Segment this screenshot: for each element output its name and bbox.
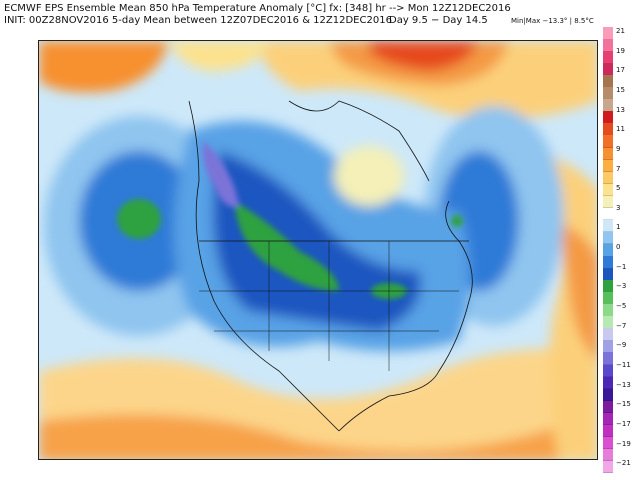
scale-label: 15 (616, 85, 625, 94)
scale-label: −1 (616, 262, 627, 271)
scale-swatch (603, 268, 613, 281)
scale-label: 11 (616, 125, 625, 134)
scale-label: 19 (616, 46, 625, 55)
scale-swatch (603, 135, 613, 149)
scale-swatch (603, 436, 613, 450)
scale-swatch (603, 316, 613, 329)
scale-swatch (603, 195, 613, 209)
scale-label: 1 (616, 223, 621, 232)
scale-swatch (603, 460, 613, 474)
scale-label: −19 (616, 439, 631, 448)
scale-swatch (603, 231, 613, 245)
scale-swatch (603, 340, 613, 353)
rockies-purple (202, 141, 239, 207)
scale-label: −21 (616, 459, 631, 468)
scale-swatch (603, 376, 613, 390)
scale-swatch (603, 448, 613, 462)
warm-north (169, 41, 269, 71)
warm-east-core (559, 221, 597, 360)
scale-label: 7 (616, 164, 621, 173)
color-scale: 21 19 17 15 13 11 9 7 5 3 1 0 −1 −3 −5 −7 −9 −11 −13 −15 −17… (603, 27, 637, 474)
state-lines-2 (199, 290, 459, 332)
scale-swatch (603, 27, 613, 40)
scale-label: −9 (616, 341, 627, 350)
scale-swatch (603, 352, 613, 365)
scale-swatch (603, 63, 613, 76)
scale-label: 17 (616, 66, 625, 75)
scale-swatch (603, 207, 613, 221)
scale-swatch (603, 256, 613, 269)
scale-swatch (603, 412, 613, 426)
day-range: Day 9.5 − Day 14.5 (389, 15, 488, 26)
scale-swatch (603, 75, 613, 88)
arctic-coast (288, 100, 430, 182)
warm-far-south (39, 411, 597, 459)
scale-swatch (603, 280, 613, 293)
scale-label: −5 (616, 302, 627, 311)
hudson-bay-warm (334, 146, 404, 206)
scale-label: 9 (616, 144, 621, 153)
scale-label: −3 (616, 282, 627, 291)
scale-swatch (603, 219, 613, 233)
scale-swatch (603, 400, 613, 414)
warm-greenland (369, 41, 479, 71)
header-line-1: ECMWF EPS Ensemble Mean 850 hPa Temperat… (4, 3, 511, 14)
west-coast (188, 100, 340, 432)
min-max-label: Min|Max −13.3° | 8.5°C (511, 17, 594, 25)
scale-label: −15 (616, 400, 631, 409)
scale-swatch (603, 111, 613, 124)
coastlines (188, 100, 473, 432)
scale-swatch (603, 123, 613, 136)
scale-swatch (603, 292, 613, 305)
anomaly-map (38, 40, 598, 460)
scale-swatch (603, 183, 613, 197)
scale-label: 3 (616, 203, 621, 212)
scale-swatch (603, 171, 613, 185)
scale-swatch (603, 243, 613, 257)
scale-swatch (603, 99, 613, 112)
scale-swatch (603, 364, 613, 378)
east-coast (338, 200, 473, 432)
scale-swatch (603, 87, 613, 100)
scale-label: 21 (616, 27, 625, 35)
scale-swatch (603, 424, 613, 438)
scale-label: 5 (616, 184, 621, 193)
scale-swatch (603, 147, 613, 161)
scale-label: 13 (616, 105, 625, 114)
scale-swatch (603, 159, 613, 173)
anomaly-map-svg (39, 41, 597, 459)
pacific-core-green (117, 199, 161, 239)
scale-swatch (603, 388, 613, 402)
scale-label: −17 (616, 419, 631, 428)
warm-east (509, 141, 597, 459)
scale-label: −13 (616, 380, 631, 389)
scale-swatch (603, 39, 613, 52)
atlantic-core-green (451, 215, 463, 227)
scale-label: −11 (616, 361, 631, 369)
state-lines (268, 241, 390, 371)
scale-swatch (603, 304, 613, 317)
scale-label: −7 (616, 321, 627, 330)
warm-nw (39, 41, 169, 93)
scale-swatch (603, 51, 613, 64)
scale-label: 0 (616, 243, 621, 252)
header-line-2: INIT: 00Z28NOV2016 5-day Mean between 12… (4, 15, 392, 26)
prairie-green (234, 201, 339, 291)
scale-swatch (603, 328, 613, 341)
